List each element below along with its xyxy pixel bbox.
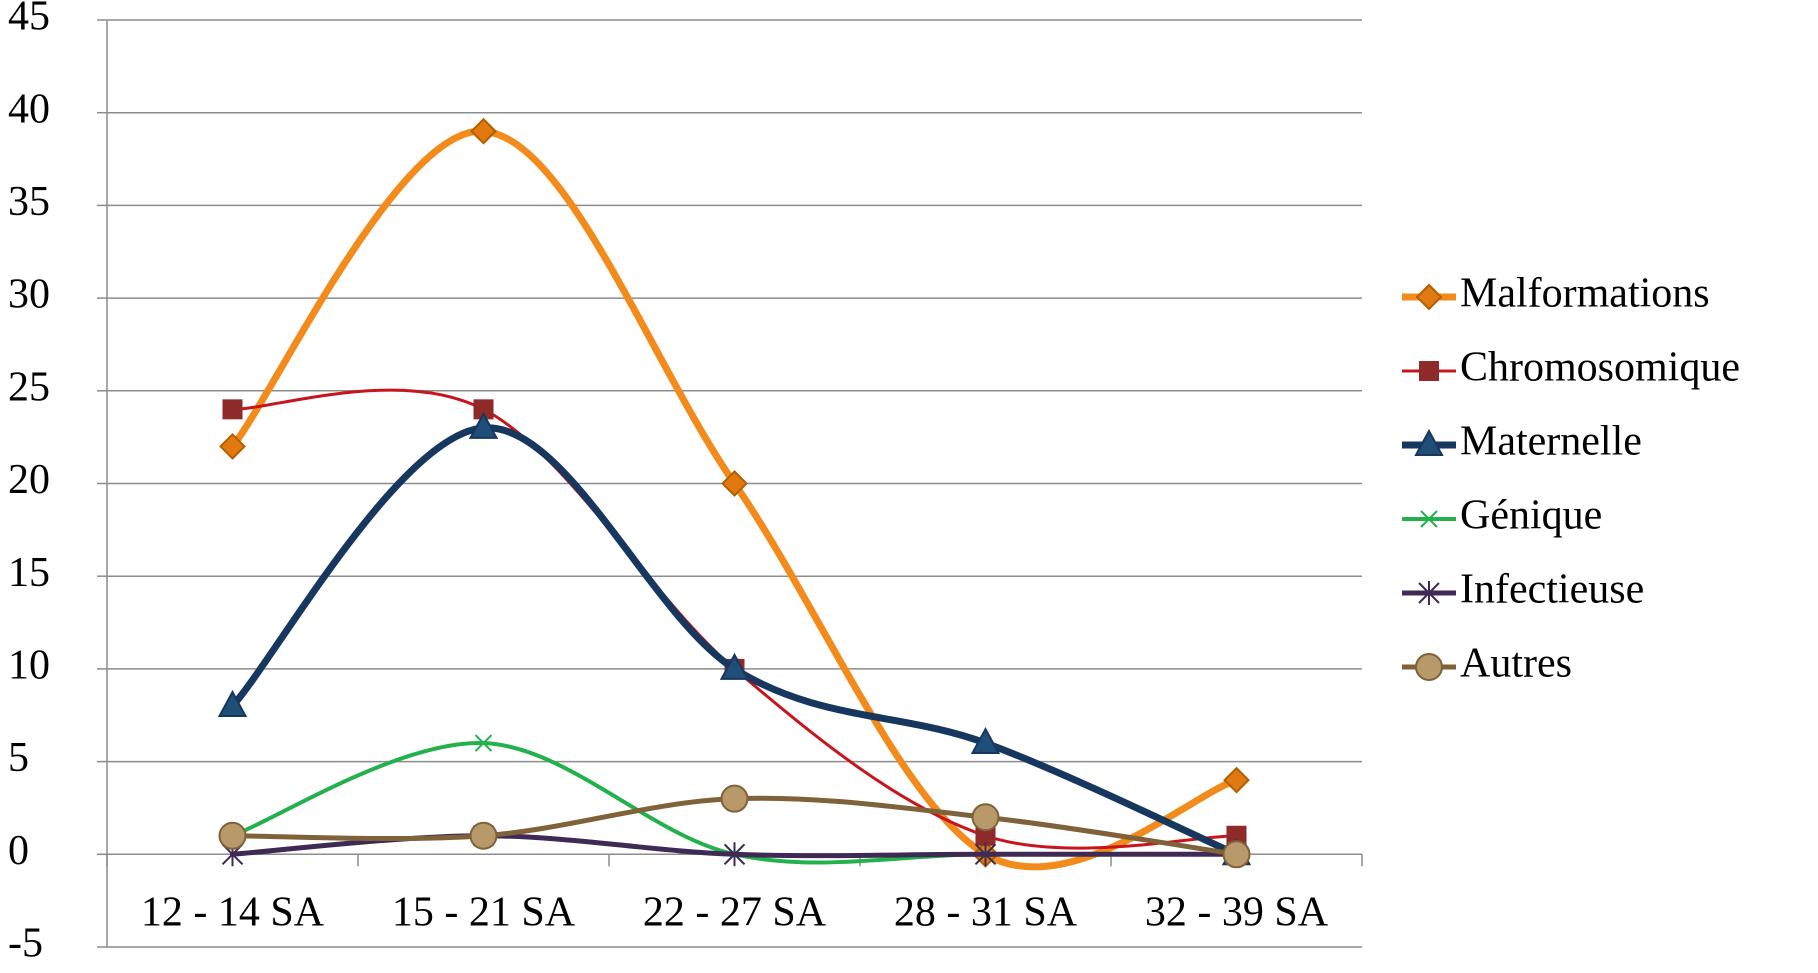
legend-label: Maternelle <box>1460 419 1642 465</box>
marker <box>720 784 749 813</box>
marker <box>723 842 746 867</box>
y-tick-label: 45 <box>8 0 50 40</box>
marker <box>719 652 750 680</box>
marker <box>217 689 248 717</box>
legend-label: Infectieuse <box>1460 567 1644 613</box>
legend-label: Malformations <box>1460 271 1710 317</box>
y-tick-label: 40 <box>8 86 50 132</box>
y-tick-label: 0 <box>8 828 29 874</box>
marker <box>1420 510 1438 528</box>
marker <box>469 821 498 850</box>
legend-label: Chromosomique <box>1460 345 1740 391</box>
marker <box>1418 581 1440 605</box>
y-tick-label: 35 <box>8 179 50 225</box>
y-tick-label: -5 <box>8 921 43 967</box>
marker <box>1223 766 1250 794</box>
marker <box>721 470 748 497</box>
y-tick-label: 10 <box>8 643 50 689</box>
marker <box>1415 283 1443 311</box>
x-tick-label: 15 - 21 SA <box>392 890 576 936</box>
marker <box>219 433 246 460</box>
marker <box>218 821 247 850</box>
marker <box>974 842 997 867</box>
marker <box>1222 840 1251 869</box>
marker <box>1414 428 1444 456</box>
marker <box>474 734 493 752</box>
x-tick-label: 28 - 31 SA <box>894 890 1078 936</box>
y-tick-label: 25 <box>8 364 50 410</box>
x-tick-label: 22 - 27 SA <box>643 890 827 936</box>
series-line <box>231 388 1238 850</box>
series-line <box>229 424 1240 858</box>
marker <box>468 411 499 439</box>
marker <box>470 117 497 145</box>
legend-label: Autres <box>1460 641 1572 687</box>
marker <box>971 803 1000 832</box>
x-tick-label: 12 - 14 SA <box>141 890 325 936</box>
marker <box>222 399 243 420</box>
y-tick-label: 20 <box>8 457 50 503</box>
series-line <box>229 127 1240 871</box>
marker <box>1415 653 1443 681</box>
marker <box>970 726 1001 755</box>
legend-label: Génique <box>1460 493 1602 539</box>
y-tick-label: 5 <box>8 735 29 781</box>
x-tick-label: 32 - 39 SA <box>1145 890 1329 936</box>
y-tick-label: 30 <box>8 272 50 318</box>
y-tick-label: 15 <box>8 550 50 596</box>
marker <box>1419 361 1439 381</box>
